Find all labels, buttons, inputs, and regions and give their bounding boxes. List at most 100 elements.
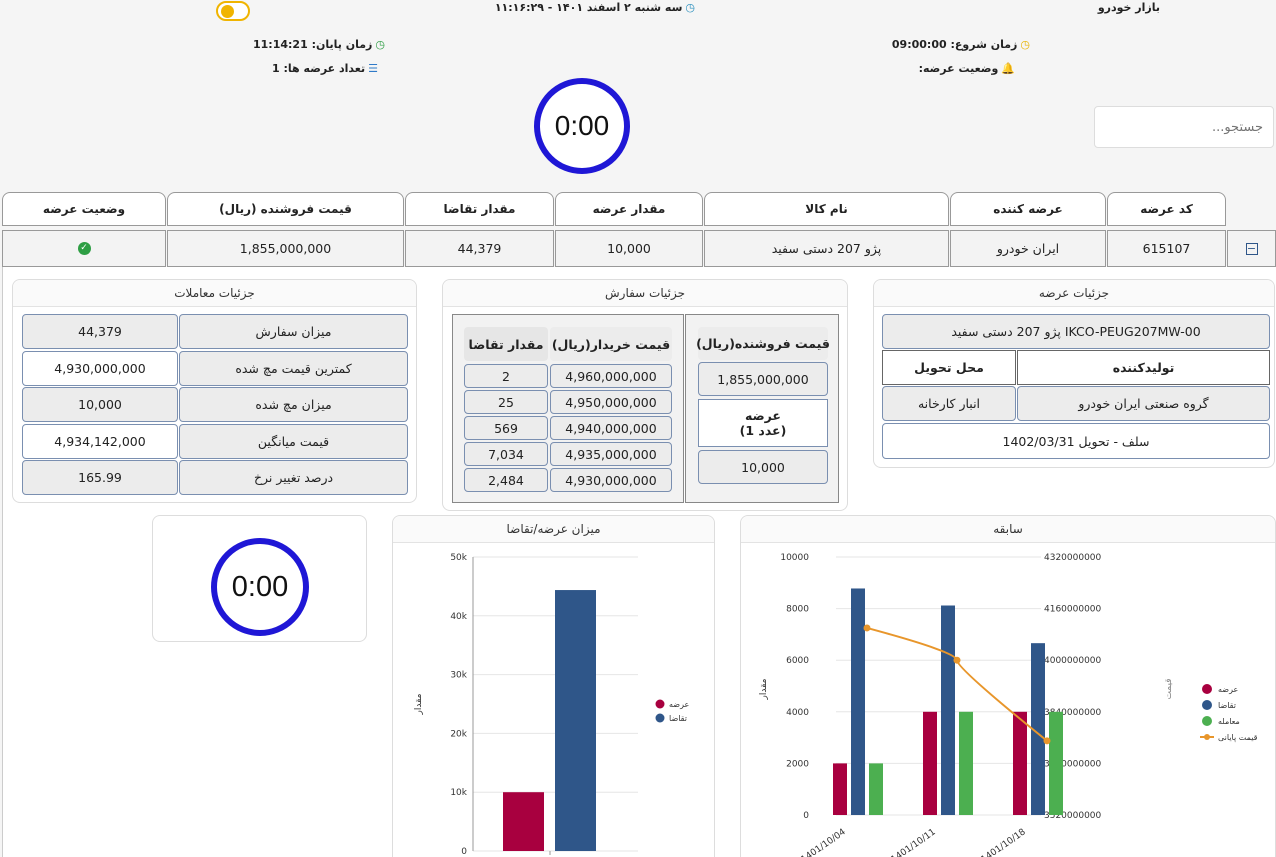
legend-swatch bbox=[655, 699, 665, 709]
row-supplier: ایران خودرو bbox=[950, 230, 1106, 267]
seller-price-value: 1,855,000,000 bbox=[698, 362, 828, 396]
buyer-price-4: 4,935,000,000 bbox=[550, 442, 672, 466]
y-tick-label: 8000 bbox=[786, 605, 809, 615]
legend-label: تقاضا bbox=[1218, 701, 1236, 710]
trade-value-2: 4,930,000,000 bbox=[22, 351, 178, 386]
row-seller-price: 1,855,000,000 bbox=[167, 230, 404, 267]
bar-trade bbox=[959, 711, 973, 815]
y-tick-label: 6000 bbox=[786, 656, 809, 666]
header-status: وضعیت عرضه bbox=[2, 192, 166, 226]
y2-tick-label: 3840000000 bbox=[1044, 708, 1102, 718]
offer-value: 10,000 bbox=[698, 450, 828, 484]
toggle-knob bbox=[221, 5, 234, 18]
bar-demand bbox=[941, 605, 955, 815]
trade-label-1: میزان سفارش bbox=[179, 314, 408, 349]
start-time: ◷زمان شروع: 09:00:00 bbox=[891, 38, 1030, 51]
y-tick-label: 50k bbox=[450, 553, 467, 563]
trade-value-5: 165.99 bbox=[22, 460, 178, 495]
list-icon: ☰ bbox=[368, 62, 378, 75]
header-demand-qty: مقدار تقاضا bbox=[405, 192, 554, 226]
legend-label: عرضه bbox=[669, 700, 689, 709]
legend-swatch bbox=[1202, 700, 1212, 710]
delivery-label: محل تحویل bbox=[882, 350, 1016, 385]
trade-label-2: کمترین قیمت مچ شده bbox=[179, 351, 408, 386]
header-supply-qty: مقدار عرضه bbox=[555, 192, 703, 226]
row-product: پژو 207 دستی سفید bbox=[704, 230, 949, 267]
theme-toggle[interactable] bbox=[216, 1, 250, 21]
y2-tick-label: 3520000000 bbox=[1044, 811, 1102, 821]
offer-count: ☰تعداد عرضه ها: 1 bbox=[272, 62, 378, 75]
header-offer-code: کد عرضه bbox=[1107, 192, 1226, 226]
legend-swatch bbox=[1202, 684, 1212, 694]
header-product: نام کالا bbox=[704, 192, 949, 226]
x-tick-label: 1401/10/18 bbox=[979, 827, 1027, 857]
y-tick-label: 4000 bbox=[786, 708, 809, 718]
buyer-price-3: 4,940,000,000 bbox=[550, 416, 672, 440]
row-offer-code: 615107 bbox=[1107, 230, 1226, 267]
buyer-price-1: 4,960,000,000 bbox=[550, 364, 672, 388]
legend-label: معامله bbox=[1218, 717, 1240, 726]
trade-details-panel: جزئیات معاملات میزان سفارش 44,379 کمترین… bbox=[12, 279, 417, 503]
history-chart: 0 2000 4000 6000 8000 10000 3520000000 36800000… bbox=[759, 553, 1258, 857]
y-tick-label: 30k bbox=[450, 671, 467, 681]
bar-supply bbox=[503, 792, 544, 851]
price-point bbox=[1043, 737, 1051, 745]
delivery-note: سلف - تحویل 1402/03/31 bbox=[882, 423, 1270, 459]
buyer-price-2: 4,950,000,000 bbox=[550, 390, 672, 414]
header-supplier: عرضه کننده bbox=[950, 192, 1106, 226]
legend-label: عرضه bbox=[1218, 685, 1238, 694]
trade-label-3: میزان مچ شده bbox=[179, 387, 408, 422]
countdown-timer: 0:00 bbox=[534, 78, 630, 174]
countdown-timer-small: 0:00 bbox=[211, 538, 309, 636]
y-axis-label: مقدار bbox=[414, 693, 424, 715]
panel-title: جزئیات سفارش bbox=[443, 280, 847, 307]
y-tick-label: 10000 bbox=[780, 553, 809, 563]
demand-label: مقدار تقاضا bbox=[464, 327, 548, 361]
seller-column: قیمت فروشنده(ریال) 1,855,000,000 عرضه (1 … bbox=[685, 314, 839, 503]
bar-demand bbox=[1031, 643, 1045, 815]
offer-status: 🔔وضعیت عرضه: bbox=[918, 62, 1015, 75]
history-chart-panel: سابقه 0 2000 4000 6000 8000 10000 3520000000 36… bbox=[740, 515, 1276, 857]
row-status: ✓ bbox=[2, 230, 166, 267]
collapse-row-button[interactable]: − bbox=[1227, 230, 1276, 267]
bar-supply bbox=[1013, 711, 1027, 815]
demand-qty-4: 7,034 bbox=[464, 442, 548, 466]
legend-label: تقاضا bbox=[669, 714, 687, 723]
demand-qty-3: 569 bbox=[464, 416, 548, 440]
y2-axis-label: قیمت bbox=[1164, 678, 1174, 699]
bar-trade bbox=[1049, 711, 1063, 815]
trade-label-5: درصد تغییر نرخ bbox=[179, 460, 408, 495]
x-tick-label: 1401/10/04 bbox=[799, 827, 847, 857]
row-demand-qty: 44,379 bbox=[405, 230, 554, 267]
check-circle-icon: ✓ bbox=[77, 242, 91, 255]
trade-value-3: 10,000 bbox=[22, 387, 178, 422]
delivery-value: انبار کارخانه bbox=[882, 386, 1016, 421]
demand-qty-5: 2,484 bbox=[464, 468, 548, 492]
clock-icon: ◷ bbox=[685, 1, 695, 14]
legend-swatch bbox=[655, 713, 665, 723]
y2-tick-label: 4320000000 bbox=[1044, 553, 1102, 563]
end-time: ◷زمان پایان: 11:14:21 bbox=[253, 38, 385, 51]
search-input[interactable] bbox=[1094, 106, 1274, 148]
current-datetime: ◷سه شنبه ۲ اسفند ۱۴۰۱ - ۱۱:۱۶:۲۹ bbox=[494, 1, 695, 14]
y2-tick-label: 4000000000 bbox=[1044, 656, 1102, 666]
bar-trade bbox=[869, 763, 883, 815]
panel-title: جزئیات عرضه bbox=[874, 280, 1274, 307]
y-tick-label: 2000 bbox=[786, 759, 809, 769]
producer-label: تولیدکننده bbox=[1017, 350, 1270, 385]
header-seller-price: قیمت فروشنده (ریال) bbox=[167, 192, 404, 226]
offer-details-panel: جزئیات عرضه پژو 207 دستی سفید IKCO-PEUG2… bbox=[873, 279, 1275, 468]
bar-supply bbox=[923, 711, 937, 815]
minus-icon: − bbox=[1245, 241, 1258, 255]
bell-icon: 🔔 bbox=[1001, 62, 1015, 75]
demand-qty-1: 2 bbox=[464, 364, 548, 388]
demand-qty-2: 25 bbox=[464, 390, 548, 414]
bar-supply bbox=[833, 763, 847, 815]
buyer-price-label: قیمت خریدار(ریال) bbox=[550, 327, 672, 361]
bar-demand bbox=[851, 588, 865, 815]
y-axis-label: مقدار bbox=[759, 678, 769, 700]
y-tick-label: 40k bbox=[450, 612, 467, 622]
supply-demand-chart-panel: میزان عرضه/تقاضا 0 10k 20k 30k 40k 50k مقدار عر… bbox=[392, 515, 715, 857]
row-supply-qty: 10,000 bbox=[555, 230, 703, 267]
legend-label: قیمت پایانی bbox=[1218, 733, 1258, 742]
